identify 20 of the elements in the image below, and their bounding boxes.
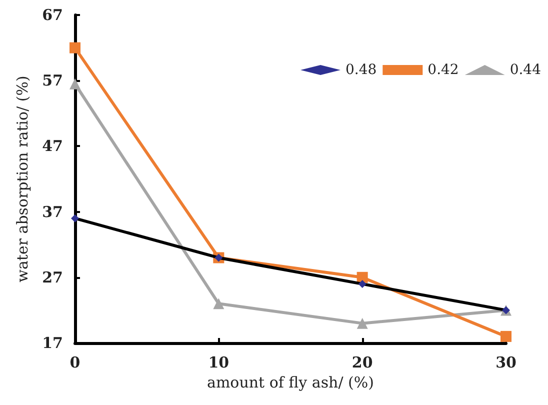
y-tick-label: 57 <box>42 72 63 90</box>
y-tick-label: 47 <box>42 137 63 156</box>
y-tick-label: 17 <box>42 334 63 352</box>
legend-label: 0.48 <box>345 62 377 78</box>
y-tick-label: 37 <box>42 202 63 221</box>
y-tick-label: 67 <box>42 6 63 24</box>
x-tick-label: 10 <box>208 354 230 372</box>
x-axis-title: amount of fly ash/ (%) <box>207 374 374 392</box>
y-tick-label: 27 <box>42 268 63 286</box>
point <box>70 42 80 54</box>
point <box>213 298 224 310</box>
y-axis-title: water absorption ratio/ (%) <box>14 76 32 282</box>
point <box>356 318 368 329</box>
legend-label: 0.42 <box>428 62 459 78</box>
x-tick-label: 0 <box>70 354 80 372</box>
x-tick-label: 20 <box>352 354 373 372</box>
point <box>70 78 80 90</box>
x-tick-label: 30 <box>496 354 516 372</box>
point <box>500 330 512 342</box>
legend-label: 0.44 <box>510 62 542 78</box>
